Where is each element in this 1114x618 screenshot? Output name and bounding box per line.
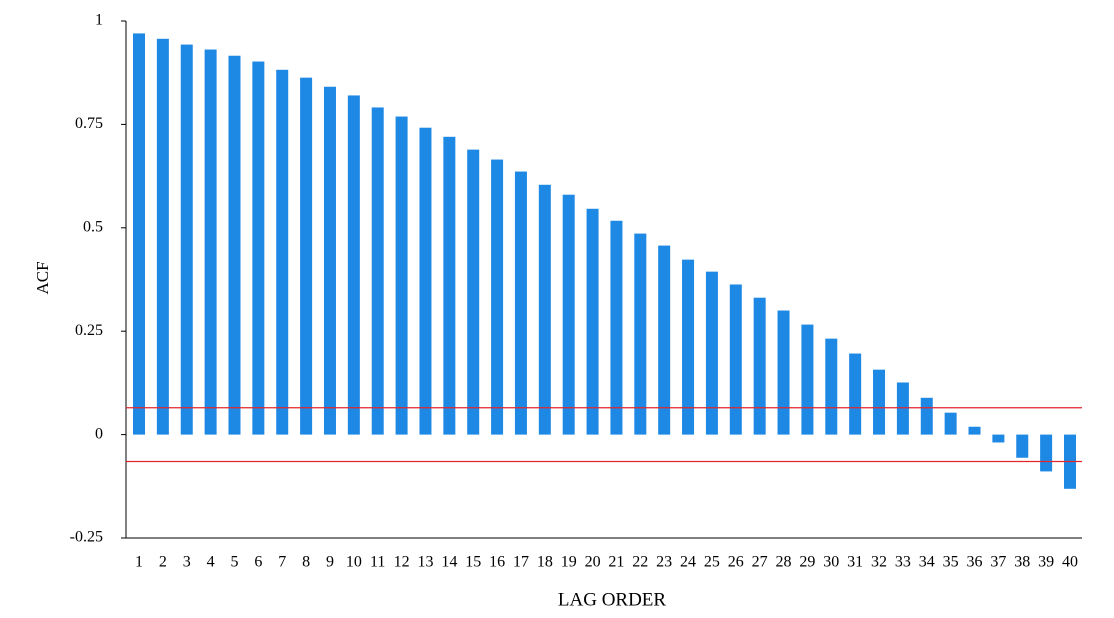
bar (777, 310, 790, 435)
bar (753, 297, 766, 435)
y-tick-label: 0 (95, 425, 103, 442)
x-tick-label: 4 (207, 554, 215, 571)
bar (323, 86, 336, 435)
x-tick-label: 18 (537, 554, 553, 571)
x-tick-label: 38 (1014, 554, 1030, 571)
bar (658, 245, 671, 435)
x-tick-label: 31 (847, 554, 863, 571)
x-tick-label: 39 (1038, 554, 1054, 571)
x-tick-label: 25 (704, 554, 720, 571)
x-tick-label: 17 (513, 554, 529, 571)
x-tick-label: 16 (489, 554, 505, 571)
x-tick-label: 33 (895, 554, 911, 571)
x-tick-label: 34 (919, 554, 935, 571)
x-tick-label: 7 (278, 554, 286, 571)
x-tick-label: 11 (370, 554, 385, 571)
x-tick-label: 24 (680, 554, 696, 571)
bar (634, 233, 647, 435)
y-tick-label: 0.25 (75, 322, 103, 339)
bar (920, 397, 933, 435)
bar (825, 338, 838, 435)
bar (896, 382, 909, 435)
x-tick-label: 27 (752, 554, 768, 571)
x-tick-label: 2 (159, 554, 167, 571)
y-tick-label: -0.25 (70, 529, 103, 546)
x-tick-label: 19 (561, 554, 577, 571)
bar (801, 324, 814, 435)
x-tick-label: 22 (632, 554, 648, 571)
x-tick-label: 6 (254, 554, 262, 571)
bar (514, 171, 527, 435)
bar (491, 159, 504, 435)
bar (133, 33, 145, 435)
bar (968, 426, 981, 435)
y-tick-label: 0.75 (75, 115, 103, 132)
y-tick-label: 1 (95, 12, 103, 29)
x-tick-label: 1 (135, 554, 143, 571)
bar (419, 127, 432, 435)
bar (729, 284, 742, 435)
bar (610, 220, 623, 435)
bar (562, 194, 575, 435)
bar (228, 55, 241, 435)
bar (371, 107, 384, 435)
bar (682, 259, 695, 435)
bar (180, 44, 193, 435)
bar (252, 61, 265, 435)
bar (443, 136, 456, 435)
bar (1016, 434, 1029, 458)
bar (538, 184, 551, 435)
x-tick-label: 8 (302, 554, 310, 571)
x-tick-label: 9 (326, 554, 334, 571)
x-tick-label: 10 (346, 554, 362, 571)
x-tick-label: 12 (394, 554, 410, 571)
y-tick-label: 0.5 (83, 218, 103, 235)
x-tick-label: 14 (441, 554, 457, 571)
x-tick-label: 20 (585, 554, 601, 571)
x-tick-label: 36 (967, 554, 983, 571)
bar (156, 38, 169, 435)
x-tick-label: 3 (183, 554, 191, 571)
x-tick-label: 37 (990, 554, 1006, 571)
x-tick-label: 28 (776, 554, 792, 571)
bar (873, 369, 886, 435)
bar (849, 353, 862, 435)
x-axis-title: LAG ORDER (558, 589, 667, 610)
bar (276, 69, 289, 435)
x-tick-label: 15 (465, 554, 481, 571)
x-tick-label: 5 (230, 554, 238, 571)
bar (395, 116, 408, 435)
bar (347, 95, 360, 435)
y-axis-title: ACF (33, 261, 52, 294)
bar (944, 412, 957, 435)
x-tick-label: 23 (656, 554, 672, 571)
bar (705, 271, 718, 435)
bar (586, 208, 599, 435)
x-tick-label: 40 (1062, 554, 1078, 571)
x-tick-label: 21 (608, 554, 624, 571)
x-tick-label: 30 (823, 554, 839, 571)
x-tick-label: 29 (799, 554, 815, 571)
bar (992, 434, 1005, 443)
x-tick-label: 35 (943, 554, 959, 571)
bar (467, 149, 480, 435)
bar (1040, 434, 1053, 472)
x-tick-label: 26 (728, 554, 744, 571)
bar (204, 49, 217, 435)
x-tick-label: 32 (871, 554, 887, 571)
bar (300, 77, 313, 435)
x-tick-label: 13 (417, 554, 433, 571)
